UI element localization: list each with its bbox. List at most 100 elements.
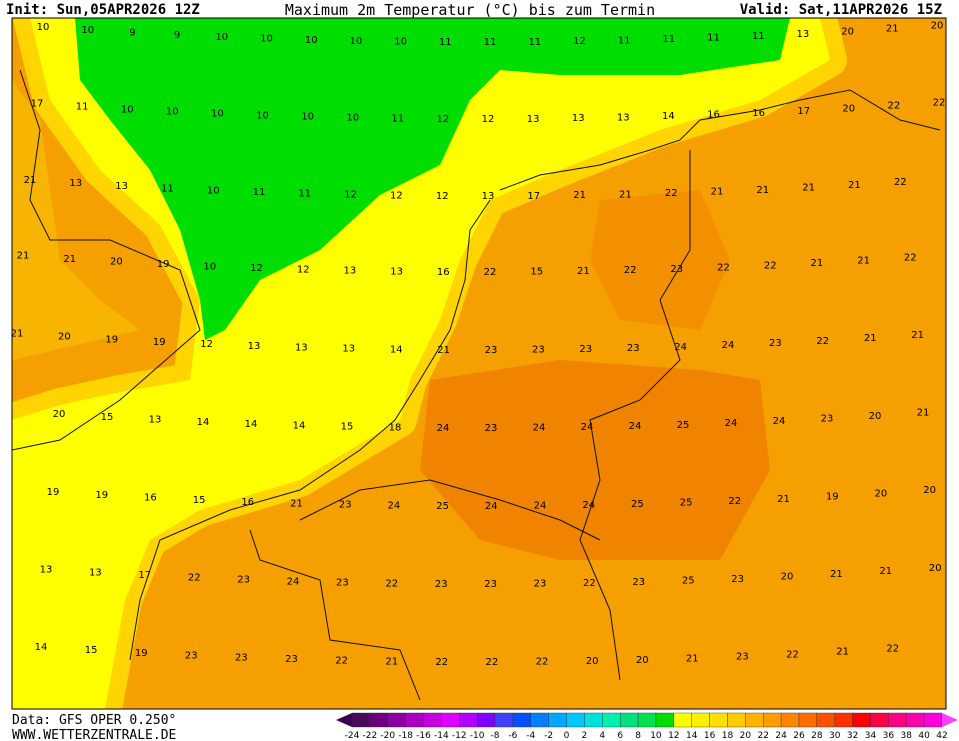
legend-label: 24 xyxy=(775,731,787,741)
temperature-label: 25 xyxy=(682,576,695,587)
border xyxy=(299,479,601,541)
temperature-label: 24 xyxy=(534,501,547,512)
temperature-label: 14 xyxy=(390,344,403,355)
legend-swatch xyxy=(923,712,943,728)
temperature-label: 23 xyxy=(336,578,349,589)
temperature-label: 23 xyxy=(627,343,640,354)
hot-zone xyxy=(420,360,770,560)
temperature-label: 10 xyxy=(81,25,94,36)
temperature-label: 10 xyxy=(260,33,273,44)
legend-label: 0 xyxy=(564,731,570,741)
temperature-label: 15 xyxy=(530,267,543,278)
legend-swatch xyxy=(870,712,889,728)
temperature-label: 17 xyxy=(138,570,151,581)
temperature-label: 23 xyxy=(485,345,498,356)
legend-swatch xyxy=(655,712,675,728)
temperature-label: 24 xyxy=(722,340,735,351)
temperature-label: 24 xyxy=(533,423,546,434)
temperature-label: 21 xyxy=(686,653,699,664)
temperature-label: 13 xyxy=(482,191,495,202)
legend-label: -6 xyxy=(508,731,517,741)
temperature-label: 11 xyxy=(439,37,452,48)
temperature-label: 13 xyxy=(40,564,53,575)
temperature-label: 21 xyxy=(437,345,450,356)
temperature-label: 14 xyxy=(197,417,210,428)
temperature-label: 10 xyxy=(394,37,407,48)
legend-swatch xyxy=(888,712,907,728)
legend-swatch xyxy=(834,712,853,728)
temperature-label: 24 xyxy=(485,501,498,512)
temperature-label: 23 xyxy=(285,654,298,665)
value-labels: 10 10 9 9 10 10 10 10 10 11 11 11 12 11 11 11 11 13 20 21 20… xyxy=(12,21,945,668)
temperature-label: 12 xyxy=(437,114,450,125)
temperature-label: 17 xyxy=(31,99,44,110)
temperature-label: 17 xyxy=(527,191,540,202)
temperature-label: 23 xyxy=(339,500,352,511)
legend-swatch xyxy=(566,712,585,728)
temperature-label: 14 xyxy=(35,642,48,653)
temperature-label: 10 xyxy=(203,261,216,272)
legend-swatch xyxy=(387,712,406,728)
temperature-label: 20 xyxy=(923,485,936,496)
website: WWW.WETTERZENTRALE.DE xyxy=(12,728,176,741)
temperature-label: 13 xyxy=(344,266,357,277)
legend-label: 14 xyxy=(686,731,698,741)
temperature-label: 20 xyxy=(931,21,944,32)
legend-label: 32 xyxy=(847,731,858,741)
legend-label: 36 xyxy=(883,731,895,741)
legend-swatch xyxy=(584,712,603,728)
legend-label: -24 xyxy=(345,731,360,741)
temperature-label: 11 xyxy=(528,37,541,48)
temperature-label: 22 xyxy=(385,578,398,589)
legend-swatch xyxy=(637,712,657,728)
temperature-label: 21 xyxy=(811,258,824,269)
temperature-label: 19 xyxy=(135,648,148,659)
valid-time: Valid: Sat,11APR2026 15Z xyxy=(740,2,942,18)
temperature-label: 11 xyxy=(253,187,266,198)
temperature-label: 13 xyxy=(69,178,82,189)
temperature-label: 24 xyxy=(674,342,687,353)
temperature-label: 10 xyxy=(301,112,314,123)
temperature-label: 20 xyxy=(586,656,599,667)
temperature-label: 12 xyxy=(436,191,449,202)
temperature-label: 20 xyxy=(53,409,66,420)
temperature-label: 23 xyxy=(534,579,547,590)
temperature-label: 16 xyxy=(241,497,254,508)
temperature-label: 10 xyxy=(346,113,359,124)
temperature-label: 9 xyxy=(174,30,180,41)
coastline xyxy=(499,89,941,191)
temperature-label: 23 xyxy=(235,653,248,664)
temperature-label: 12 xyxy=(344,190,357,201)
green-zone xyxy=(75,18,790,340)
temperature-label: 20 xyxy=(869,411,882,422)
temperature-label: 22 xyxy=(888,101,901,112)
legend-swatch xyxy=(691,712,710,728)
temperature-label: 22 xyxy=(886,644,899,655)
temperature-label: 19 xyxy=(105,334,118,345)
temperature-label: 23 xyxy=(769,338,782,349)
temperature-label: 16 xyxy=(707,110,720,121)
legend-label: 16 xyxy=(704,731,716,741)
temperature-label: 14 xyxy=(662,111,675,122)
temperature-label: 12 xyxy=(200,339,213,350)
temperature-label: 21 xyxy=(836,647,849,658)
legend-label: -14 xyxy=(434,731,449,741)
temperature-label: 12 xyxy=(482,114,495,125)
temperature-label: 21 xyxy=(290,498,303,509)
temperature-label: 22 xyxy=(583,578,596,589)
temperature-label: 20 xyxy=(58,332,71,343)
temperature-label: 10 xyxy=(207,185,220,196)
temperature-label: 20 xyxy=(636,655,649,666)
map-title: Maximum 2m Temperatur (°C) bis zum Termi… xyxy=(285,1,655,19)
temperature-label: 21 xyxy=(911,330,924,341)
temperature-label: 21 xyxy=(63,254,76,265)
temperature-label: 9 xyxy=(129,28,135,39)
temperature-label: 24 xyxy=(581,422,594,433)
legend: -24 -22 -20 -18 -16 -14 -12 -10 -8 -6 -4 -2 0 2 4 6 8 10 1… xyxy=(336,712,958,741)
legend-label: 38 xyxy=(901,731,913,741)
legend-label: 2 xyxy=(582,731,588,741)
legend-swatch xyxy=(763,712,782,728)
legend-swatch xyxy=(459,712,478,728)
temperature-label: 15 xyxy=(341,422,354,433)
